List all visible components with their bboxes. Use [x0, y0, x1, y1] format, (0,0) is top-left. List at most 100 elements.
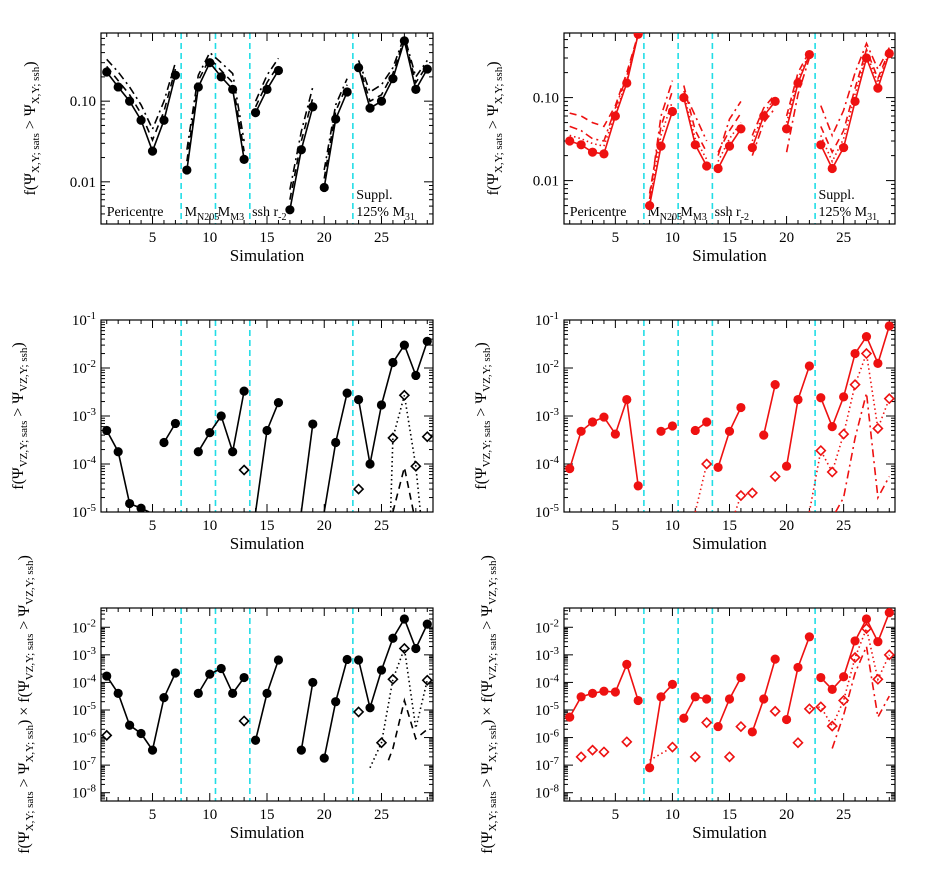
data-point — [250, 108, 261, 118]
x-tick-label: 10 — [665, 807, 680, 823]
series-line — [186, 51, 245, 150]
series-line — [186, 61, 245, 171]
series-line — [648, 111, 674, 206]
data-point — [736, 672, 746, 683]
x-tick-label: 5 — [612, 807, 620, 823]
data-point-diamond — [398, 642, 411, 655]
panel-p3: 5 10 15 20 25 10-5 10-4 10-3 10-2 10-1 Simulation f… — [10, 310, 434, 553]
series-line — [357, 33, 428, 94]
y-tick-label: 10-4 — [535, 454, 560, 473]
y-tick-label: 10-8 — [72, 783, 97, 802]
section-label: Suppl. — [356, 188, 392, 203]
y-tick-label: 10-6 — [72, 728, 97, 747]
series-line — [820, 325, 891, 429]
data-point — [262, 688, 272, 698]
data-point — [679, 713, 689, 723]
y-tick-label: 0.01 — [533, 174, 559, 190]
data-point — [827, 684, 837, 694]
data-point-diamond — [815, 444, 827, 457]
data-point-diamond — [838, 428, 850, 440]
data-point — [633, 481, 643, 491]
data-point — [273, 398, 284, 408]
x-tick-label: 25 — [374, 230, 389, 246]
series-line — [392, 467, 415, 512]
data-point — [713, 163, 723, 174]
data-point-diamond — [769, 470, 781, 483]
data-point-diamond — [666, 741, 679, 753]
x-axis-label: Simulation — [692, 246, 767, 265]
data-point — [193, 447, 203, 457]
series-line — [369, 648, 429, 769]
data-point — [576, 692, 586, 702]
data-point — [365, 103, 375, 113]
section-label: 125% M31 — [819, 205, 878, 223]
data-point-diamond — [621, 736, 633, 748]
data-point — [170, 668, 181, 678]
data-point — [724, 694, 735, 704]
data-point — [873, 358, 883, 368]
data-point — [827, 422, 837, 432]
data-point — [759, 694, 769, 704]
section-label: MM3 — [218, 205, 244, 223]
data-point-diamond — [826, 466, 838, 478]
x-tick-label: 20 — [317, 230, 332, 246]
data-point-diamond — [238, 715, 250, 727]
data-point — [565, 712, 575, 722]
x-axis-label: Simulation — [692, 534, 767, 553]
axes-frame — [563, 607, 896, 802]
x-axis-label: Simulation — [230, 823, 305, 842]
x-tick-label: 25 — [374, 807, 389, 823]
data-point — [816, 393, 826, 403]
series-line — [694, 463, 708, 512]
data-point-diamond — [701, 716, 713, 729]
data-point — [873, 83, 883, 93]
data-point — [884, 608, 894, 618]
series-line — [289, 106, 314, 210]
data-point — [102, 425, 112, 436]
panel-p6: 5 10 15 20 25 10-8 10-7 10-6 10-5 10-4 10-3 10-2 Sim… — [479, 555, 896, 854]
x-tick-label: 20 — [317, 518, 332, 534]
section-label: Suppl. — [819, 188, 855, 203]
y-tick-label: 10-4 — [72, 454, 97, 473]
data-point-diamond — [387, 432, 399, 444]
y-axis-label: f(ΨVZ,Y; sats > ΨVZ,Y; ssh) — [473, 342, 493, 490]
data-point-diamond — [872, 422, 884, 435]
data-point-diamond — [860, 347, 873, 360]
x-tick-label: 5 — [149, 518, 157, 534]
data-point — [147, 146, 158, 156]
data-point — [353, 655, 364, 665]
series-line — [762, 384, 776, 436]
data-point — [319, 182, 329, 193]
y-tick-label: 10-4 — [72, 672, 97, 691]
data-point — [633, 695, 643, 706]
x-tick-label: 15 — [722, 807, 737, 823]
data-point — [587, 147, 598, 157]
data-point-diamond — [815, 701, 827, 713]
axes-frame — [100, 607, 434, 802]
data-point — [816, 140, 826, 150]
data-point — [667, 106, 678, 117]
axes-frame — [100, 319, 434, 513]
data-point — [804, 632, 814, 642]
x-tick-label: 10 — [202, 230, 217, 246]
series-line — [717, 112, 742, 153]
data-point — [770, 380, 780, 390]
x-tick-label: 10 — [665, 230, 680, 246]
x-tick-label: 5 — [612, 230, 620, 246]
y-axis-label: f(ΨX,Y; sats > ΨX,Y; ssh) × f(ΨVZ,Y; sat… — [479, 555, 499, 854]
data-point-diamond — [860, 622, 873, 635]
y-tick-label: 10-2 — [72, 617, 96, 636]
data-point — [273, 65, 284, 76]
data-point — [319, 753, 329, 763]
data-point — [365, 459, 375, 469]
data-point — [656, 692, 666, 702]
x-tick-label: 20 — [779, 230, 794, 246]
data-point — [250, 735, 261, 745]
y-tick-label: 10-3 — [535, 406, 560, 425]
data-point — [736, 124, 746, 134]
series-line — [785, 57, 811, 153]
series-line — [289, 97, 314, 200]
data-point — [884, 48, 894, 59]
series-line — [323, 91, 348, 188]
series-line — [820, 50, 891, 164]
